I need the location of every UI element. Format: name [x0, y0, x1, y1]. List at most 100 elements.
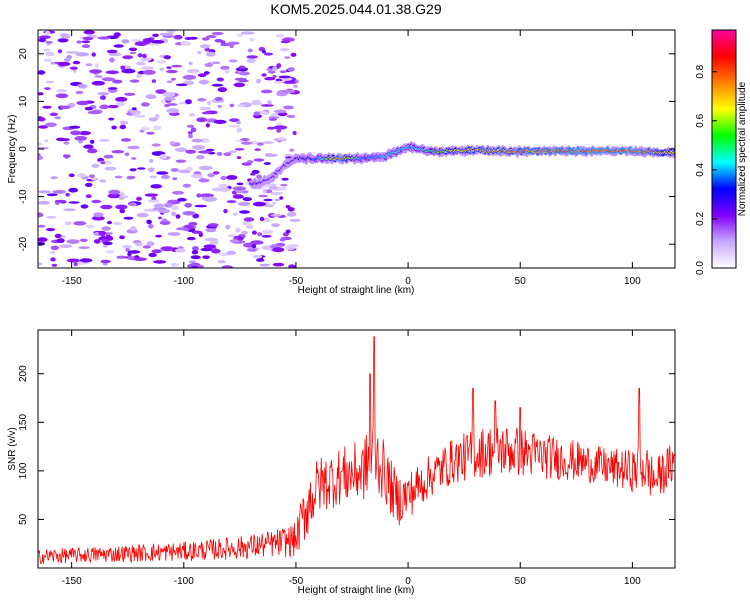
spectrogram-noise-cell [38, 155, 44, 161]
spectrogram-noise-cell [159, 32, 174, 36]
spectrogram-y-tick-label: -10 [18, 189, 29, 204]
spectrogram-noise-cell [87, 148, 98, 154]
spectrogram-noise-cell [101, 77, 115, 82]
spectrogram-noise-cell [289, 148, 295, 152]
spectrogram-noise-cell [46, 227, 56, 232]
spectrogram-noise-cell [194, 204, 207, 208]
spectrogram-noise-cell [236, 33, 244, 37]
spectrogram-noise-cell [88, 174, 95, 179]
spectrogram-noise-cell [191, 265, 199, 268]
spectrogram-noise-cell [50, 61, 56, 65]
spectrogram-noise-cell [284, 56, 291, 59]
spectrogram-noise-cell [251, 243, 257, 249]
spectrogram-noise-cell [93, 212, 104, 218]
spectrogram-noise-cell [136, 61, 146, 66]
spectrogram-noise-cell [164, 96, 176, 101]
snr-y-tick-label: 100 [18, 462, 29, 479]
colorbar-tick-label: 0.0 [695, 261, 706, 275]
spectrogram-noise-cell [94, 63, 100, 68]
spectrogram-noise-cell [155, 234, 163, 238]
spectrogram-noise-cell [120, 65, 126, 70]
snr-frame [37, 329, 676, 569]
spectrogram-noise-cell [38, 237, 48, 242]
spectrogram-noise-cell [263, 52, 274, 56]
spectrogram-noise-cell [85, 194, 92, 198]
spectrogram-noise-cell [125, 247, 130, 252]
spectrogram-noise-cell [93, 239, 101, 244]
spectrogram-noise-cell [148, 252, 157, 258]
spectrogram-noise-cell [271, 223, 280, 228]
spectrogram-noise-cell [190, 127, 197, 133]
spectrogram-noise-cell [142, 69, 156, 75]
spectrogram-noise-cell [209, 240, 220, 245]
spectrogram-y-tick-label: 0 [18, 146, 29, 152]
spectrogram-noise-cell [122, 245, 133, 249]
spectrogram-noise-cell [50, 176, 58, 180]
spectrogram-noise-cell [228, 124, 241, 128]
spectrogram-noise-cell [276, 122, 283, 126]
snr-y-axis: 50 100 150 200 [18, 365, 675, 525]
spectrogram-noise-cell [226, 175, 238, 180]
spectrogram-noise-cell [115, 96, 128, 102]
spectrogram-noise-cell [216, 77, 224, 82]
spectrogram-noise-cell [156, 60, 167, 64]
spectrogram-noise-cell [198, 232, 203, 238]
spectrogram-noise-cell [42, 105, 52, 109]
spectrogram-noise-cell [57, 61, 71, 67]
snr-y-tick-label: 150 [18, 414, 29, 431]
spectrogram-noise-cell [38, 212, 44, 218]
spectrogram-noise-cell [198, 79, 209, 85]
spectrogram-noise-cell [185, 166, 193, 171]
chart-title: KOM5.2025.044.01.38.G29 [270, 1, 441, 17]
spectrogram-noise-cell [289, 218, 301, 222]
spectrogram-noise-cell [66, 258, 80, 263]
spectrogram-noise-cell [211, 61, 221, 65]
spectrogram-x-tick-label: 50 [515, 276, 527, 287]
spectrogram-noise-cell [175, 83, 188, 87]
spectrogram-noise-cell [228, 234, 235, 238]
spectrogram-noise-cell [52, 190, 66, 194]
spectrogram-noise-cell [192, 246, 199, 251]
spectrogram-noise-cell [105, 70, 120, 75]
spectrogram-noise-cell [114, 175, 123, 179]
spectrogram-noise-cell [91, 199, 102, 204]
spectrogram-noise-cell [223, 209, 228, 214]
spectrogram-noise-cell [252, 254, 263, 259]
spectrogram-noise-cell [197, 73, 207, 77]
spectrogram-noise-cell [283, 80, 296, 84]
spectrogram-noise-cell [263, 217, 270, 223]
spectrogram-noise-cell [63, 141, 70, 145]
spectrogram-noise-cell [172, 177, 178, 181]
spectrogram-noise-cell [175, 248, 186, 253]
spectrogram-noise-cell [166, 66, 172, 70]
spectrogram-noise-cell [60, 33, 71, 39]
spectrogram-noise-cell [155, 89, 167, 94]
spectrogram-noise-cell [167, 199, 176, 203]
spectrogram-noise-cell [142, 38, 154, 43]
spectrogram-noise-cell [197, 98, 207, 102]
spectrogram-noise-cell [129, 226, 137, 232]
spectrogram-noise-cell [68, 125, 81, 129]
colorbar: 0.0 0.2 0.4 0.6 0.8 Normalized spectral ampl… [695, 29, 748, 275]
spectrogram-noise-cell [97, 92, 110, 96]
spectrogram-noise-cell [271, 201, 276, 205]
spectrogram-noise-cell [237, 104, 246, 108]
spectrogram-noise-cell [238, 71, 250, 76]
spectrogram-noise-cell [103, 154, 114, 159]
spectrogram-noise-cell [201, 111, 213, 115]
spectrogram-noise-cell [38, 92, 44, 96]
spectrogram-noise-cell [90, 177, 99, 181]
snr-y-tick-label: 200 [18, 365, 29, 382]
spectrogram-noise-cell [171, 77, 176, 81]
spectrogram-noise-cell [191, 230, 203, 234]
spectrogram-noise-cell [73, 262, 78, 267]
spectrogram-noise-cell [247, 48, 253, 53]
spectrogram-noise-cell [226, 250, 237, 255]
spectrogram-noise-cell [171, 211, 177, 217]
spectrogram-noise-cell [280, 40, 291, 44]
spectrogram-noise-cell [127, 145, 140, 150]
spectrogram-noise-cell [50, 245, 60, 250]
spectrogram-noise-cell [258, 194, 268, 198]
spectrogram-noise-cell [266, 126, 276, 130]
spectrogram-noise-cell [107, 193, 121, 199]
